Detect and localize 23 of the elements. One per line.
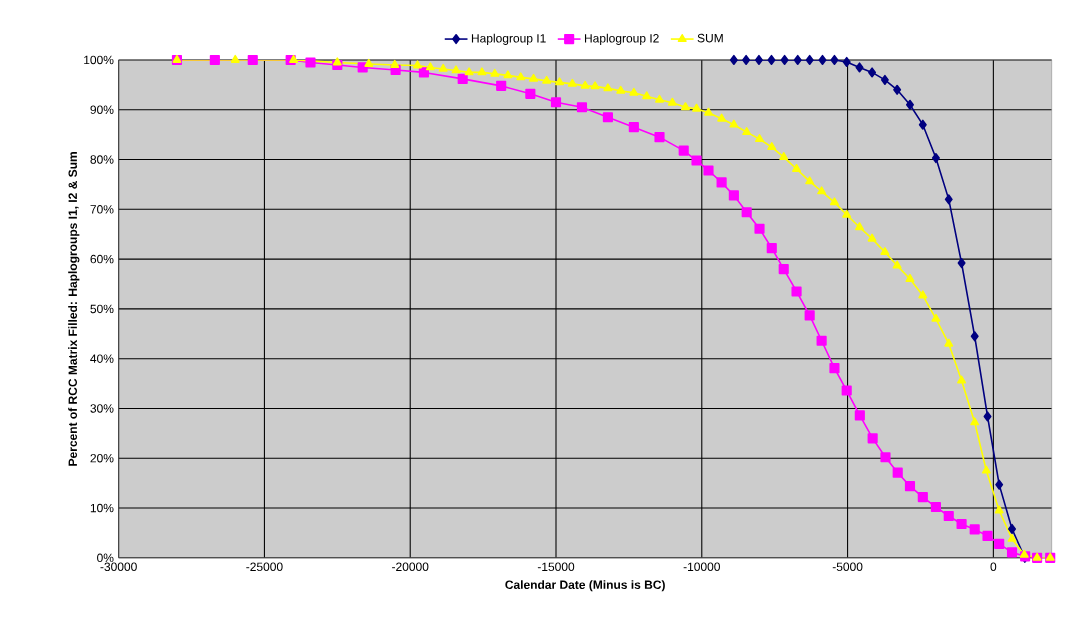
y-tick-label: 40% [90,354,114,363]
x-tick-label: -20000 [392,562,429,571]
x-tick-label: -15000 [537,562,575,571]
legend-label: Haplogroup I1 [471,33,546,45]
y-tick-label: 80% [90,155,114,164]
x-tick-label: -30000 [100,562,137,571]
y-tick-label: 10% [90,503,114,513]
x-axis-title: Calendar Date (Minus is BC) [505,579,665,592]
y-tick-label: 100% [84,55,114,64]
x-tick-label: 0 [990,562,997,571]
y-axis-title: Percent of RCC Matrix Filled: Haplogroups I1, I2 & Sum [68,151,80,466]
legend-label: Haplogroup I2 [584,33,659,45]
y-tick-label: 50% [90,304,114,313]
x-tick-label: -10000 [683,562,720,571]
y-tick-label: 90% [90,105,114,114]
y-tick-label: 0% [97,553,114,562]
y-tick-label: 20% [90,453,114,463]
legend-label: SUM [697,33,723,43]
x-tick-label: -5000 [832,562,863,571]
y-tick-label: 60% [90,254,114,264]
y-tick-label: 30% [90,403,114,413]
x-tick-label: -25000 [246,562,283,571]
y-tick-label: 70% [90,204,114,214]
